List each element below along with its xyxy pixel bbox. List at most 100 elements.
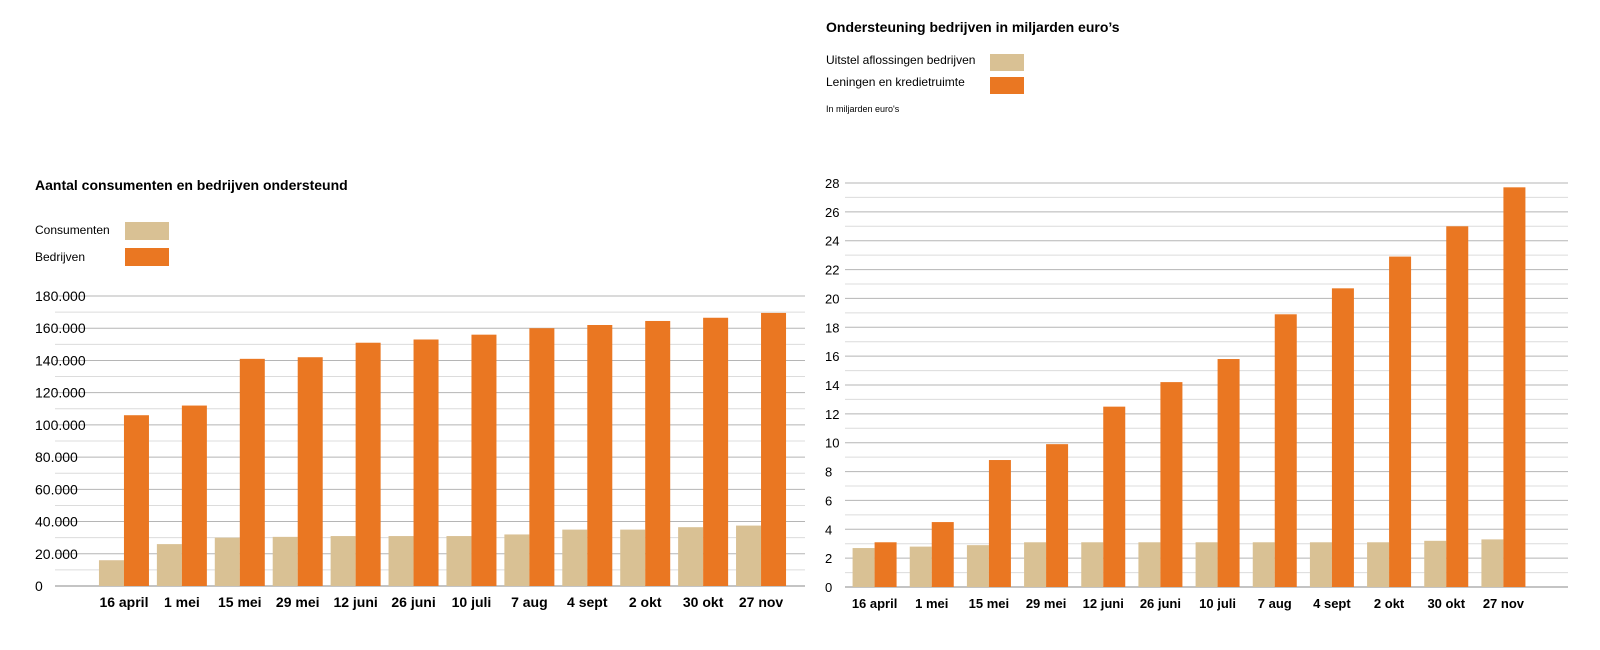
right-legend-swatch-leningen xyxy=(990,77,1024,94)
right-xtick-label: 10 juli xyxy=(1199,596,1236,611)
right-xtick-label: 7 aug xyxy=(1258,596,1292,611)
right-xtick-label: 1 mei xyxy=(915,596,948,611)
left-bar-orange xyxy=(587,325,613,586)
right-legend-label-leningen: Leningen en kredietruimte xyxy=(826,75,965,89)
left-bar-orange xyxy=(645,320,671,586)
left-legend-label-consumenten: Consumenten xyxy=(35,223,110,237)
left-xtick-label: 7 aug xyxy=(511,594,548,610)
left-xtick-label: 4 sept xyxy=(567,594,608,610)
left-bar-orange xyxy=(761,312,787,586)
left-ytick-label: 120.000 xyxy=(35,385,86,401)
right-xtick-label: 16 april xyxy=(852,596,898,611)
right-ytick-label: 2 xyxy=(825,551,832,566)
right-ytick-label: 20 xyxy=(825,291,839,306)
right-ytick-label: 0 xyxy=(825,580,832,595)
left-labels: 0 20.000 40.000 60.000 80.000 100.000 120.000 1… xyxy=(35,288,783,610)
left-ytick-label: 60.000 xyxy=(35,481,78,497)
left-bar-orange xyxy=(355,342,381,586)
left-bars xyxy=(98,312,787,586)
right-bar-orange xyxy=(1503,187,1526,588)
left-xtick-label: 27 nov xyxy=(739,594,784,610)
left-ytick-label: 20.000 xyxy=(35,546,78,562)
right-bar-light xyxy=(1081,542,1104,587)
right-xtick-label: 2 okt xyxy=(1374,596,1405,611)
right-bar-orange xyxy=(1160,382,1183,587)
right-bar-light xyxy=(1195,542,1218,587)
left-xtick-label: 2 okt xyxy=(629,594,662,610)
left-xtick-label: 10 juli xyxy=(452,594,492,610)
right-bar-light xyxy=(1309,542,1332,587)
right-legend-swatch-uitstel xyxy=(990,54,1024,71)
right-xtick-label: 27 nov xyxy=(1483,596,1525,611)
left-bar-light xyxy=(214,537,240,586)
right-bar-light xyxy=(1138,542,1161,587)
right-bar-light xyxy=(1024,542,1047,587)
right-ytick-label: 24 xyxy=(825,234,839,249)
left-ytick-label: 40.000 xyxy=(35,514,78,530)
right-xtick-label: 30 okt xyxy=(1427,596,1465,611)
right-bar-orange xyxy=(1446,226,1469,588)
right-legend-label-uitstel: Uitstel aflossingen bedrijven xyxy=(826,53,975,67)
left-ytick-label: 80.000 xyxy=(35,449,78,465)
left-legend-label-bedrijven: Bedrijven xyxy=(35,250,85,264)
right-xtick-label: 26 juni xyxy=(1140,596,1181,611)
right-bar-light xyxy=(909,546,932,587)
left-bar-light xyxy=(736,525,762,586)
right-bar-orange xyxy=(1331,288,1354,587)
left-bar-light xyxy=(272,536,298,586)
left-bar-orange xyxy=(703,317,729,586)
left-xtick-label: 30 okt xyxy=(683,594,724,610)
right-bar-light xyxy=(1481,539,1504,587)
right-bar-light xyxy=(966,545,989,587)
right-ytick-label: 14 xyxy=(825,378,839,393)
left-bar-orange xyxy=(471,334,497,586)
right-xtick-label: 12 juni xyxy=(1083,596,1124,611)
left-bar-light xyxy=(388,536,414,586)
left-bar-light xyxy=(156,544,182,586)
right-bar-orange xyxy=(1103,406,1126,587)
left-bar-orange xyxy=(413,339,439,586)
right-chart-title: Ondersteuning bedrijven in miljarden eur… xyxy=(826,19,1120,35)
left-bar-light xyxy=(98,560,124,586)
left-xtick-label: 1 mei xyxy=(164,594,200,610)
left-bar-light xyxy=(330,536,356,586)
left-xtick-label: 26 juni xyxy=(391,594,435,610)
left-ytick-label: 100.000 xyxy=(35,417,86,433)
right-bar-light xyxy=(852,548,875,587)
right-ytick-label: 26 xyxy=(825,205,839,220)
right-ytick-label: 18 xyxy=(825,320,839,335)
right-bar-light xyxy=(1252,542,1275,587)
right-bar-orange xyxy=(1274,314,1297,587)
right-bar-orange xyxy=(1217,359,1240,587)
right-bar-light xyxy=(1424,540,1447,587)
left-bar-orange xyxy=(297,357,323,586)
left-ytick-label: 0 xyxy=(35,578,43,594)
right-xtick-label: 15 mei xyxy=(969,596,1009,611)
right-xtick-label: 4 sept xyxy=(1313,596,1351,611)
left-bar-orange xyxy=(181,405,207,586)
right-xtick-label: 29 mei xyxy=(1026,596,1066,611)
right-bar-orange xyxy=(931,522,954,587)
right-bar-light xyxy=(1367,542,1390,587)
right-ytick-label: 6 xyxy=(825,493,832,508)
left-legend-swatch-consumenten xyxy=(125,222,169,240)
right-ytick-label: 22 xyxy=(825,263,839,278)
right-bar-orange xyxy=(874,542,897,587)
left-ytick-label: 160.000 xyxy=(35,320,86,336)
right-bar-orange xyxy=(1389,256,1412,587)
right-ytick-label: 10 xyxy=(825,436,839,451)
right-ytick-label: 16 xyxy=(825,349,839,364)
left-bar-light xyxy=(562,529,588,586)
left-legend-swatch-bedrijven xyxy=(125,248,169,266)
right-bar-orange xyxy=(988,460,1011,587)
left-bar-light xyxy=(504,534,530,586)
left-bar-light xyxy=(678,527,704,586)
left-xtick-label: 12 juni xyxy=(333,594,377,610)
right-chart-note: In miljarden euro's xyxy=(826,104,900,114)
right-ytick-label: 12 xyxy=(825,407,839,422)
left-ytick-label: 180.000 xyxy=(35,288,86,304)
right-ytick-label: 28 xyxy=(825,176,839,191)
right-bar-orange xyxy=(1046,444,1069,587)
